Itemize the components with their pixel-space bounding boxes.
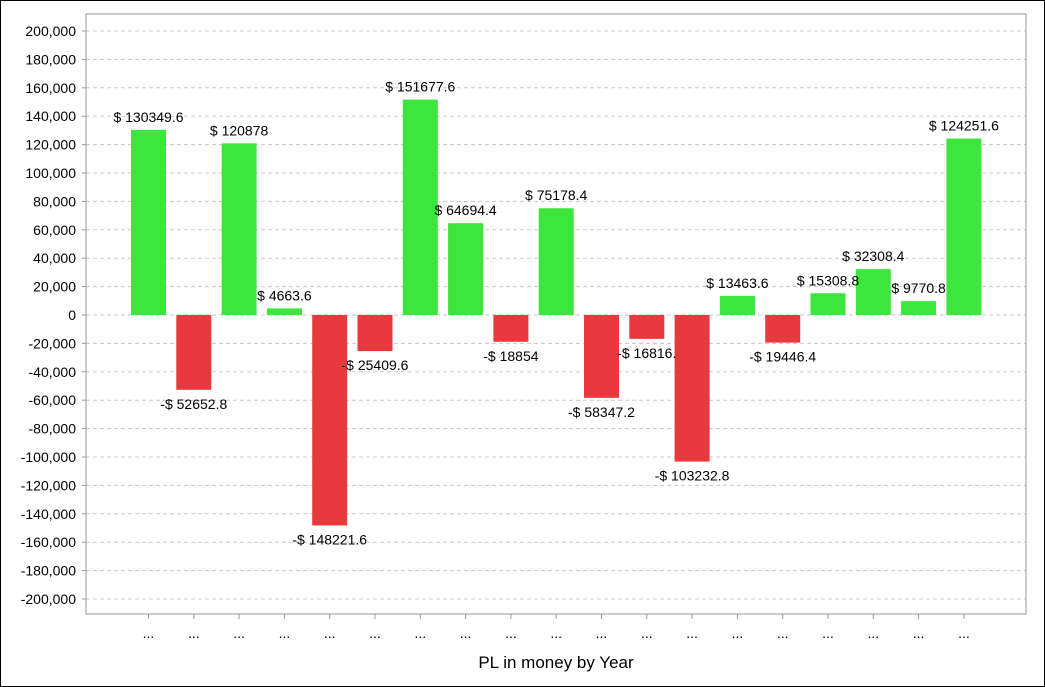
x-tick-label: ... bbox=[324, 625, 336, 641]
bar bbox=[357, 315, 393, 352]
y-tick-label: -120,000 bbox=[21, 477, 76, 493]
bar bbox=[901, 301, 937, 315]
x-tick-label: ... bbox=[143, 625, 155, 641]
x-tick-label: ... bbox=[233, 625, 245, 641]
x-tick-label: ... bbox=[460, 625, 472, 641]
bar bbox=[855, 269, 891, 315]
data-label: -$ 148221.6 bbox=[292, 531, 367, 547]
x-tick-label: ... bbox=[369, 625, 381, 641]
bar bbox=[221, 143, 257, 315]
y-tick-label: -20,000 bbox=[29, 335, 77, 351]
y-tick-label: -60,000 bbox=[29, 392, 77, 408]
bar bbox=[629, 315, 665, 339]
x-tick-label: ... bbox=[686, 625, 698, 641]
y-tick-label: -140,000 bbox=[21, 506, 76, 522]
data-label: $ 151677.6 bbox=[385, 79, 455, 95]
y-tick-label: 80,000 bbox=[33, 193, 76, 209]
bar bbox=[266, 308, 302, 315]
y-tick-label: 100,000 bbox=[25, 165, 76, 181]
y-tick-label: 120,000 bbox=[25, 137, 76, 153]
bar bbox=[719, 295, 755, 315]
bar bbox=[765, 315, 801, 343]
x-tick-label: ... bbox=[958, 625, 970, 641]
data-label: $ 9770.8 bbox=[891, 280, 946, 296]
bars bbox=[131, 99, 982, 526]
y-tick-label: 200,000 bbox=[25, 23, 76, 39]
data-label: $ 32308.4 bbox=[842, 248, 904, 264]
x-tick-label: ... bbox=[414, 625, 426, 641]
bar bbox=[176, 315, 212, 390]
data-label: $ 4663.6 bbox=[257, 287, 312, 303]
bar bbox=[402, 99, 438, 316]
y-tick-label: 160,000 bbox=[25, 80, 76, 96]
x-axis-title: PL in money by Year bbox=[478, 653, 634, 672]
data-label: -$ 18854 bbox=[483, 348, 538, 364]
data-labels: $ 130349.6 -$ 52652.8 $ 120878 $ 4663.6 -$ 1… bbox=[113, 79, 999, 548]
y-tick-label: -200,000 bbox=[21, 591, 76, 607]
x-tick-label: ... bbox=[596, 625, 608, 641]
y-tick-label: 0 bbox=[68, 307, 76, 323]
y-axis-ticks: 200,000 180,000 160,000 140,000 120,000 100,0… bbox=[21, 23, 86, 607]
data-label: -$ 52652.8 bbox=[160, 396, 227, 412]
x-tick-label: ... bbox=[279, 625, 291, 641]
bar bbox=[674, 315, 710, 462]
bar bbox=[538, 208, 574, 315]
y-tick-label: -100,000 bbox=[21, 449, 76, 465]
x-tick-label: ... bbox=[641, 625, 653, 641]
y-tick-label: -160,000 bbox=[21, 534, 76, 550]
x-tick-label: ... bbox=[550, 625, 562, 641]
bar bbox=[493, 315, 529, 342]
x-tick-label: ... bbox=[822, 625, 834, 641]
x-tick-label: ... bbox=[505, 625, 517, 641]
bar bbox=[946, 138, 982, 315]
y-tick-label: -80,000 bbox=[29, 421, 77, 437]
data-label: $ 75178.4 bbox=[525, 187, 587, 203]
y-tick-label: 20,000 bbox=[33, 279, 76, 295]
data-label: $ 130349.6 bbox=[113, 109, 183, 125]
x-tick-label: ... bbox=[913, 625, 925, 641]
data-label: -$ 19446.4 bbox=[749, 349, 816, 365]
data-label: -$ 58347.2 bbox=[568, 404, 635, 420]
x-axis-ticks: ........................................… bbox=[143, 614, 970, 641]
y-tick-label: -40,000 bbox=[29, 364, 77, 380]
data-label: $ 64694.4 bbox=[434, 202, 496, 218]
data-label: $ 124251.6 bbox=[929, 118, 999, 134]
data-label: -$ 16816. bbox=[617, 345, 676, 361]
x-tick-label: ... bbox=[867, 625, 879, 641]
x-tick-label: ... bbox=[777, 625, 789, 641]
bar bbox=[810, 293, 846, 315]
bar bbox=[131, 129, 166, 315]
data-label: $ 13463.6 bbox=[706, 275, 768, 291]
x-tick-label: ... bbox=[188, 625, 200, 641]
bar bbox=[312, 315, 348, 526]
bar bbox=[584, 315, 619, 398]
data-label: -$ 25409.6 bbox=[342, 357, 409, 373]
data-label: $ 120878 bbox=[210, 122, 269, 138]
x-tick-label: ... bbox=[732, 625, 744, 641]
data-label: $ 15308.8 bbox=[797, 272, 859, 288]
y-tick-label: 40,000 bbox=[33, 250, 76, 266]
y-tick-label: 140,000 bbox=[25, 108, 76, 124]
bar bbox=[448, 223, 484, 315]
y-tick-label: -180,000 bbox=[21, 563, 76, 579]
y-tick-label: 180,000 bbox=[25, 51, 76, 67]
y-tick-label: 60,000 bbox=[33, 222, 76, 238]
data-label: -$ 103232.8 bbox=[655, 468, 730, 484]
